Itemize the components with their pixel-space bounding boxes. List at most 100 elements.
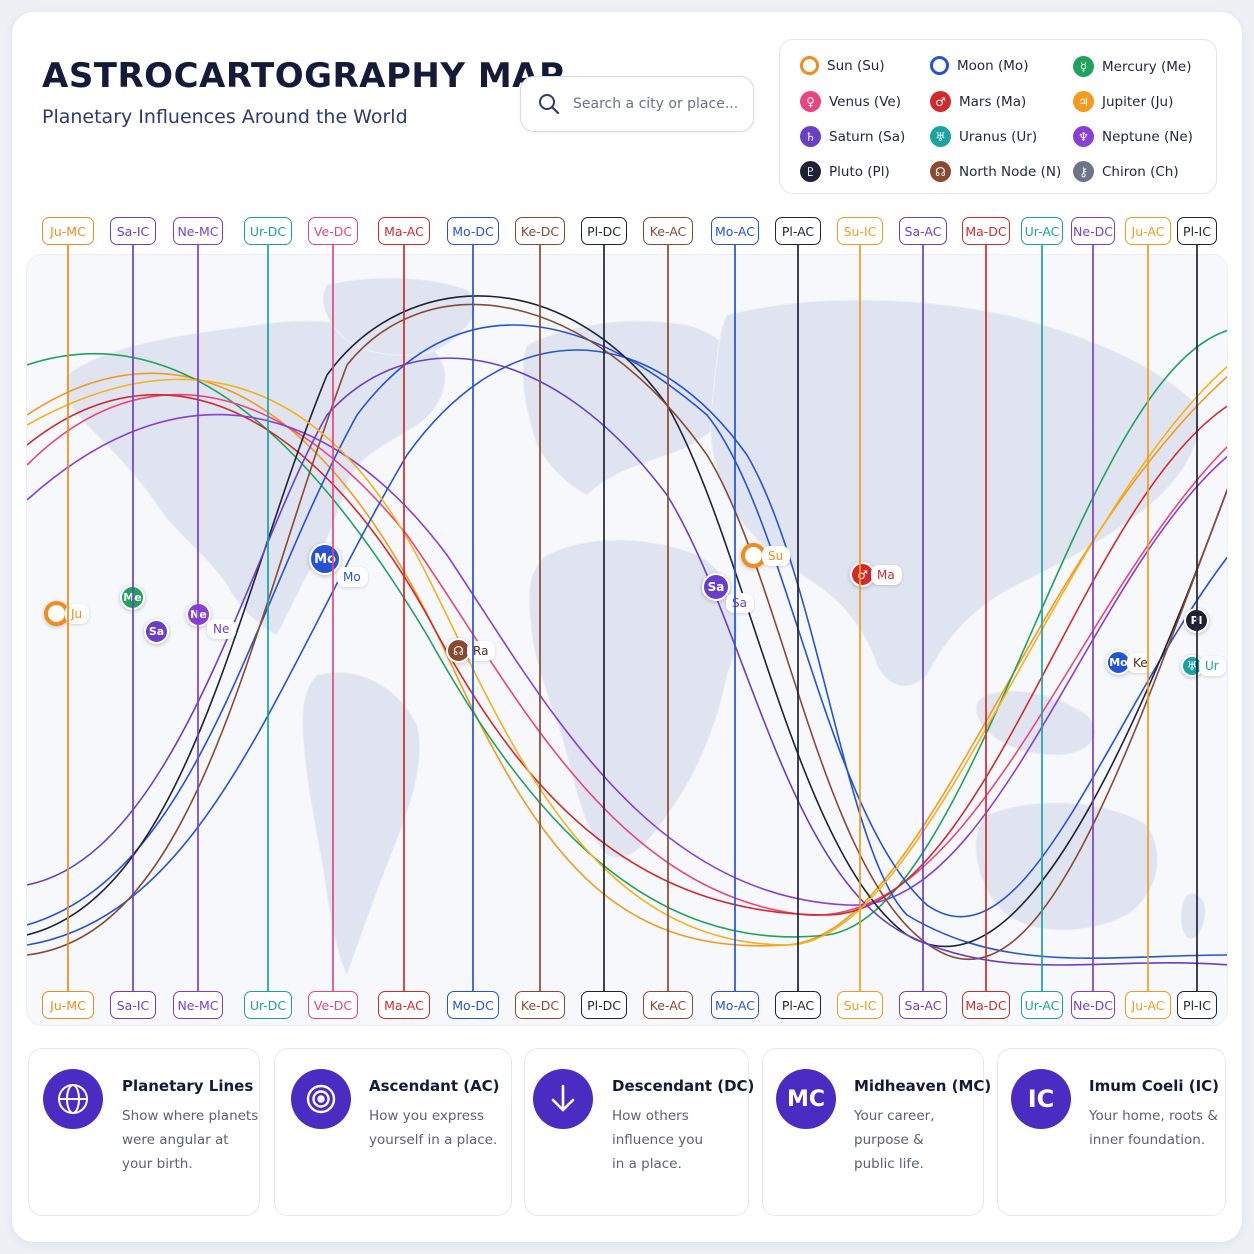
search-box[interactable] [520,76,754,132]
line-tag-bottom-sa-ic[interactable]: Sa-IC [110,991,156,1019]
legend-item-pluto: ♇ Pluto (Pl) [800,161,890,182]
info-card-title: Imum Coeli (IC) [1089,1077,1220,1095]
marker-uranus[interactable]: ♅ Ur [1181,655,1226,677]
line-tag-bottom-pl-dc[interactable]: Pl-DC [581,991,627,1019]
line-tag-bottom-sa-ac[interactable]: Sa-AC [899,991,947,1019]
line-tag-bottom-mo-ac[interactable]: Mo-AC [711,991,759,1019]
line-tag-top-ne-mc[interactable]: Ne-MC [173,217,223,245]
line-tag-top-ma-ac[interactable]: Ma-AC [378,217,430,245]
planetary-line-ke-dc[interactable] [539,245,541,991]
marker-neptune[interactable]: Ne Ne [186,589,237,639]
line-tag-top-ma-dc[interactable]: Ma-DC [962,217,1010,245]
line-tag-bottom-su-ic[interactable]: Su-IC [837,991,883,1019]
mc-icon: MC [776,1069,836,1129]
globe-icon [43,1069,103,1129]
line-tag-top-su-ic[interactable]: Su-IC [837,217,883,245]
line-tag-bottom-ju-ac[interactable]: Ju-AC [1125,991,1171,1019]
line-tag-top-ne-dc[interactable]: Ne-DC [1071,217,1115,245]
line-tag-top-pl-ic[interactable]: Pl-IC [1177,217,1217,245]
planetary-line-ke-ac[interactable] [667,245,669,991]
desc-line: were angular at [122,1132,229,1148]
planetary-line-mo-dc[interactable] [472,245,474,991]
line-tag-top-sa-ac[interactable]: Sa-AC [899,217,947,245]
planetary-line-sa-ic[interactable] [132,245,134,991]
line-tag-top-ur-ac[interactable]: Ur-AC [1021,217,1063,245]
planetary-line-ma-dc[interactable] [985,245,987,991]
planet-legend: Sun (Su) Moon (Mo) ☿ Mercury (Me) ♀ Venu… [779,39,1217,194]
marker-moon-west[interactable]: Mo Mo [309,531,368,587]
line-tag-bottom-ne-mc[interactable]: Ne-MC [173,991,223,1019]
legend-label: North Node (N) [959,163,1062,180]
mercury-icon: ☿ [1073,56,1094,77]
legend-item-jupiter: ♃ Jupiter (Ju) [1073,91,1173,112]
marker-saturn-east[interactable]: Sa Sa [702,561,754,613]
marker-jupiter[interactable]: Ju [44,601,90,626]
line-tag-bottom-ne-dc[interactable]: Ne-DC [1071,991,1115,1019]
line-tag-top-ur-dc[interactable]: Ur-DC [244,217,292,245]
line-tag-bottom-ma-dc[interactable]: Ma-DC [962,991,1010,1019]
planetary-line-ma-ac[interactable] [403,245,405,991]
world-map[interactable]: Ju Me Sa Ne Ne Mo Mo ☊ Ra Sa Sa Su ♂ Ma … [26,254,1228,1026]
line-tag-top-ju-mc[interactable]: Ju-MC [42,217,94,245]
line-tag-bottom-ma-ac[interactable]: Ma-AC [378,991,430,1019]
info-card-ascendant: Ascendant (AC) How you express yourself … [274,1048,512,1216]
marker-label: Sa [726,593,754,613]
curve-sun [27,365,1227,946]
moon-icon [930,56,949,75]
marker-rahu[interactable]: ☊ Ra [446,638,496,663]
planetary-line-ju-ac[interactable] [1147,245,1149,991]
legend-item-moon: Moon (Mo) [930,56,1028,75]
line-tag-bottom-ur-ac[interactable]: Ur-AC [1021,991,1063,1019]
desc-line: your birth. [122,1156,193,1172]
line-tag-bottom-ke-ac[interactable]: Ke-AC [643,991,693,1019]
line-tag-bottom-ve-dc[interactable]: Ve-DC [308,991,358,1019]
line-tag-top-ke-ac[interactable]: Ke-AC [643,217,693,245]
line-tag-bottom-ke-dc[interactable]: Ke-DC [515,991,565,1019]
sun-icon [800,56,819,75]
line-tag-top-ke-dc[interactable]: Ke-DC [515,217,565,245]
planetary-line-pl-dc[interactable] [603,245,605,991]
marker-mars[interactable]: ♂ Ma [850,562,902,587]
marker-sun[interactable]: Su [741,543,791,568]
search-input[interactable] [573,96,743,112]
saturn-icon: ♄ [800,126,821,147]
line-tag-top-mo-dc[interactable]: Mo-DC [447,217,499,245]
line-tag-bottom-ur-dc[interactable]: Ur-DC [244,991,292,1019]
planetary-line-ur-ac[interactable] [1041,245,1043,991]
legend-label: Uranus (Ur) [959,128,1038,145]
line-tag-bottom-ju-mc[interactable]: Ju-MC [42,991,94,1019]
line-tag-bottom-mo-dc[interactable]: Mo-DC [447,991,499,1019]
legend-label: Sun (Su) [827,57,885,74]
planetary-line-ju-mc[interactable] [67,245,69,991]
line-tag-top-ju-ac[interactable]: Ju-AC [1125,217,1171,245]
planetary-line-pl-ic[interactable] [1196,245,1198,991]
search-icon [539,94,560,115]
saturn-marker-icon: Sa [702,573,730,601]
desc-line: How others [612,1108,689,1124]
line-tag-top-ve-dc[interactable]: Ve-DC [308,217,358,245]
line-tag-top-mo-ac[interactable]: Mo-AC [711,217,759,245]
marker-saturn-west[interactable]: Sa [144,619,169,644]
line-tag-top-pl-ac[interactable]: Pl-AC [775,217,821,245]
marker-label: Ke [1127,652,1155,673]
legend-item-mercury: ☿ Mercury (Me) [1073,56,1192,77]
planetary-line-pl-ac[interactable] [797,245,799,991]
info-card-planetary-lines: Planetary Lines Show where planets were … [28,1048,260,1216]
arrow-down-icon [533,1069,593,1129]
planetary-line-su-ic[interactable] [859,245,861,991]
planetary-line-ur-dc[interactable] [267,245,269,991]
line-tag-top-pl-dc[interactable]: Pl-DC [581,217,627,245]
line-tag-bottom-pl-ac[interactable]: Pl-AC [775,991,821,1019]
planetary-line-mo-ac[interactable] [734,245,736,991]
info-card-title: Ascendant (AC) [369,1077,500,1095]
jupiter-icon: ♃ [1073,91,1094,112]
planetary-line-sa-ac[interactable] [922,245,924,991]
planetary-line-ne-mc[interactable] [197,245,199,991]
legend-label: Pluto (Pl) [829,163,890,180]
venus-icon: ♀ [800,91,821,112]
line-tag-top-sa-ic[interactable]: Sa-IC [110,217,156,245]
planetary-line-ne-dc[interactable] [1092,245,1094,991]
line-tag-bottom-pl-ic[interactable]: Pl-IC [1177,991,1217,1019]
page-subtitle: Planetary Influences Around the World [42,106,408,128]
planetary-line-ve-dc[interactable] [332,245,334,991]
